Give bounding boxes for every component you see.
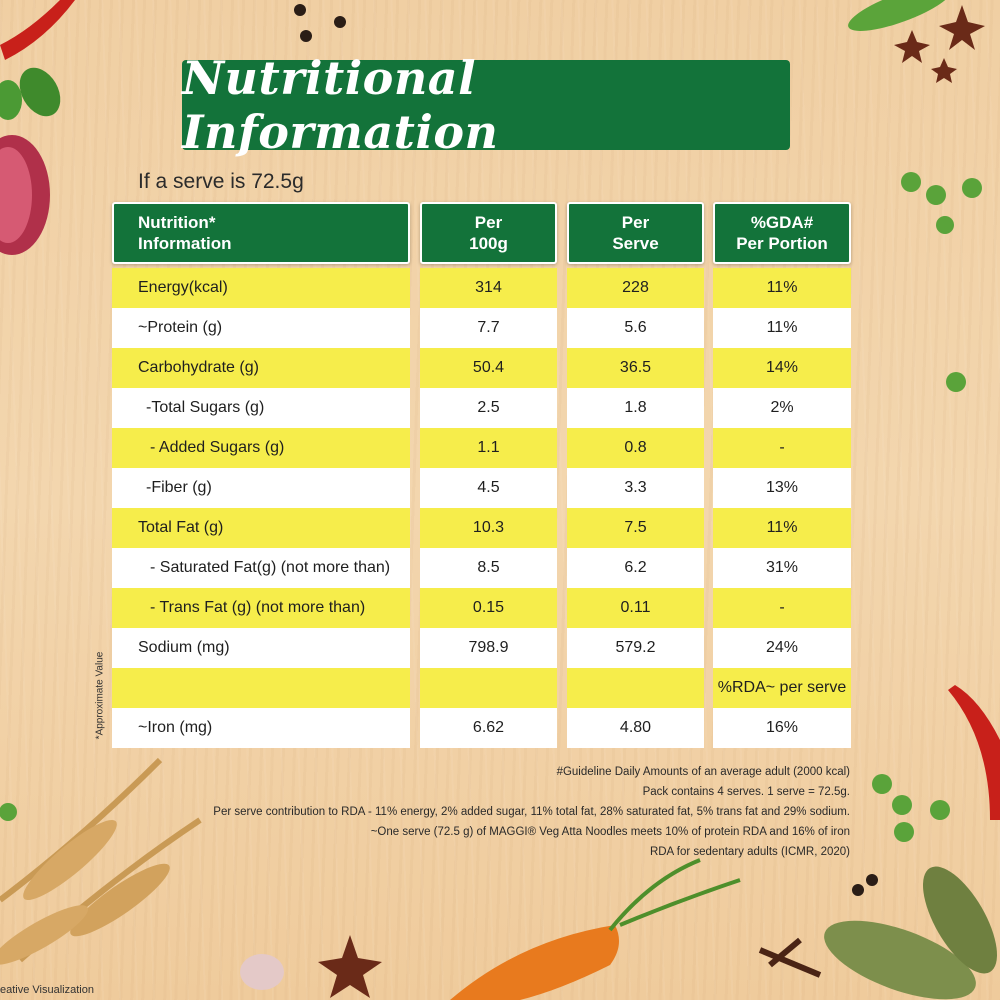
table-cell-perserve: 6.2 (567, 548, 704, 588)
nutrient-label: -Fiber (g) (112, 468, 410, 508)
table-cell-per100g: 8.5 (420, 548, 557, 588)
nutrient-label: - Saturated Fat(g) (not more than) (112, 548, 410, 588)
table-cell-gda: 16% (713, 708, 851, 748)
header-label: Per 100g (469, 213, 508, 253)
table-cell-gda: 11% (713, 308, 851, 348)
nutrient-label: - Trans Fat (g) (not more than) (112, 588, 410, 628)
header-nutrition-information: Nutrition* Information (112, 202, 410, 264)
header-label: Nutrition* Information (138, 213, 232, 253)
nutrient-label: Total Fat (g) (112, 508, 410, 548)
table-cell-per100g: 4.5 (420, 468, 557, 508)
table-cell-gda: - (713, 588, 851, 628)
footnote-line: ~One serve (72.5 g) of MAGGI® Veg Atta N… (370, 826, 850, 838)
table-cell-gda: 11% (713, 508, 851, 548)
nutrient-label: Energy(kcal) (112, 268, 410, 308)
table-cell-gda: 14% (713, 348, 851, 388)
table-cell-gda: - (713, 428, 851, 468)
header-label: %GDA# Per Portion (736, 213, 828, 253)
nutrient-label: Sodium (mg) (112, 628, 410, 668)
table-cell-perserve: 4.80 (567, 708, 704, 748)
side-note-text: *Approximate Value (94, 651, 106, 739)
table-cell-per100g: 1.1 (420, 428, 557, 468)
table-cell-per100g: 0.15 (420, 588, 557, 628)
header-per-100g: Per 100g (420, 202, 557, 264)
header-gda-per-portion: %GDA# Per Portion (713, 202, 851, 264)
table-cell-perserve: 0.11 (567, 588, 704, 628)
table-cell-gda: 11% (713, 268, 851, 308)
table-cell-perserve: 579.2 (567, 628, 704, 668)
table-cell-gda: 24% (713, 628, 851, 668)
per-100g-values: 314 7.7 50.4 2.5 1.1 4.5 10.3 8.5 0.15 798.9 6.62 (420, 268, 557, 748)
nutrient-labels: Energy(kcal) ~Protein (g) Carbohydrate (g)… (112, 268, 410, 748)
footnote-line: #Guideline Daily Amounts of an average a… (556, 766, 850, 778)
table-cell-per100g (420, 668, 557, 708)
table-cell-perserve: 1.8 (567, 388, 704, 428)
gda-values: 11% 11% 14% 2% -13% 11% 31% -24% %RDA~ per serve… (713, 268, 851, 748)
header-label: Per Serve (612, 213, 659, 253)
table-cell-per100g: 314 (420, 268, 557, 308)
table-cell-per100g: 10.3 (420, 508, 557, 548)
header-per-serve: Per Serve (567, 202, 704, 264)
table-cell-perserve: 7.5 (567, 508, 704, 548)
title-banner: Nutritional Information (182, 51, 790, 159)
column-per-serve: Per Serve 228 5.6 36.5 1.8 0.8 3.3 7.5 6.2 0.11 5… (567, 202, 704, 748)
nutrient-label: -Total Sugars (g) (112, 388, 410, 428)
table-cell-per100g: 798.9 (420, 628, 557, 668)
table-cell-per100g: 2.5 (420, 388, 557, 428)
corner-label: eative Visualization (0, 984, 94, 996)
table-cell-per100g: 7.7 (420, 308, 557, 348)
table-cell-gda: 13% (713, 468, 851, 508)
table-cell-perserve (567, 668, 704, 708)
approximate-value-note: *Approximate Value (70, 640, 130, 750)
footnote-line: Pack contains 4 serves. 1 serve = 72.5g. (642, 786, 850, 798)
table-cell-gda: %RDA~ per serve (713, 668, 851, 708)
serve-note: If a serve is 72.5g (138, 170, 304, 193)
table-cell-per100g: 6.62 (420, 708, 557, 748)
page-title: Nutritional Information (182, 51, 499, 159)
table-cell-per100g: 50.4 (420, 348, 557, 388)
footnote-line: Per serve contribution to RDA - 11% ener… (213, 806, 850, 818)
nutrient-label: ~Protein (g) (112, 308, 410, 348)
column-per-100g: Per 100g 314 7.7 50.4 2.5 1.1 4.5 10.3 8.5 0.15 7… (420, 202, 557, 748)
footnotes: #Guideline Daily Amounts of an average a… (213, 762, 850, 862)
nutrient-label: - Added Sugars (g) (112, 428, 410, 468)
table-cell-gda: 31% (713, 548, 851, 588)
nutrient-label: ~Iron (mg) (112, 708, 410, 748)
per-serve-values: 228 5.6 36.5 1.8 0.8 3.3 7.5 6.2 0.11 579.2 4.80 (567, 268, 704, 748)
table-cell-perserve: 36.5 (567, 348, 704, 388)
column-nutrient: Nutrition* Information Energy(kcal) ~Prot… (112, 202, 410, 748)
table-cell-perserve: 5.6 (567, 308, 704, 348)
table-cell-perserve: 228 (567, 268, 704, 308)
table-cell-gda: 2% (713, 388, 851, 428)
nutrient-label: Carbohydrate (g) (112, 348, 410, 388)
column-gda: %GDA# Per Portion 11% 11% 14% 2% -13% 11% 31% -… (713, 202, 851, 748)
table-cell-perserve: 0.8 (567, 428, 704, 468)
table-cell-perserve: 3.3 (567, 468, 704, 508)
nutrient-label (112, 668, 410, 708)
footnote-line: RDA for sedentary adults (ICMR, 2020) (649, 846, 850, 858)
